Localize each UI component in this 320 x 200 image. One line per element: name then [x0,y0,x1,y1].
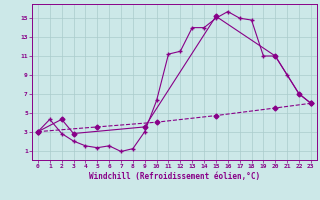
X-axis label: Windchill (Refroidissement éolien,°C): Windchill (Refroidissement éolien,°C) [89,172,260,181]
